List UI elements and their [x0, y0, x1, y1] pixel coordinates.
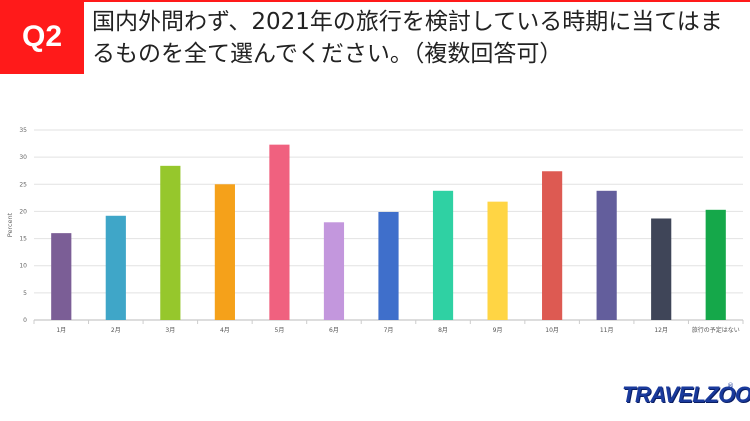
x-tick-label: 8月	[438, 327, 448, 334]
y-axis-label: Percent	[6, 212, 14, 237]
x-tick-label: 2月	[111, 327, 121, 334]
y-tick-label: 15	[19, 236, 27, 243]
x-tick-label: 7月	[384, 327, 394, 334]
x-tick-label: 11月	[600, 327, 614, 334]
question-badge-label: Q2	[21, 20, 63, 53]
question-badge: Q2	[0, 0, 84, 74]
bar-8	[432, 190, 454, 320]
bar-4	[214, 184, 235, 320]
question-title: 国内外問わず、2021年の旅行を検討している時期に当てはまるものを全て選んでくだ…	[92, 9, 723, 67]
x-tick-label: 6月	[329, 327, 339, 334]
x-tick-label: 12月	[654, 327, 668, 334]
y-tick-label: 25	[19, 181, 27, 188]
logo-registered-mark: ®	[727, 382, 734, 390]
y-tick-label: 30	[19, 154, 27, 161]
bar-5	[269, 144, 290, 320]
x-tick-label: 3月	[165, 327, 175, 334]
x-tick-label: 10月	[545, 327, 559, 334]
travelzoo-logo: TRAVELZOO ®	[622, 382, 750, 412]
bar-2	[105, 215, 126, 320]
bar-10	[542, 171, 563, 320]
x-tick-label: 9月	[493, 327, 503, 334]
bar-7	[378, 211, 399, 320]
bar-12	[651, 218, 672, 320]
y-tick-label: 10	[19, 263, 27, 270]
y-tick-label: 20	[19, 208, 27, 215]
bar-13	[705, 209, 726, 320]
bar-9	[487, 201, 508, 320]
bar-3	[160, 165, 181, 320]
logo-text: TRAVELZOO	[622, 382, 750, 407]
y-tick-label: 35	[19, 127, 27, 134]
bar-1	[51, 233, 72, 320]
bar-11	[596, 190, 617, 320]
header-rule	[84, 0, 750, 2]
x-tick-label: 旅行の予定はない	[692, 326, 740, 334]
bar-6	[323, 222, 345, 320]
x-tick-label: 4月	[220, 327, 230, 334]
y-tick-label: 5	[23, 290, 27, 297]
y-tick-label: 0	[23, 317, 27, 324]
x-tick-label: 5月	[275, 327, 285, 334]
x-tick-label: 1月	[56, 327, 66, 334]
